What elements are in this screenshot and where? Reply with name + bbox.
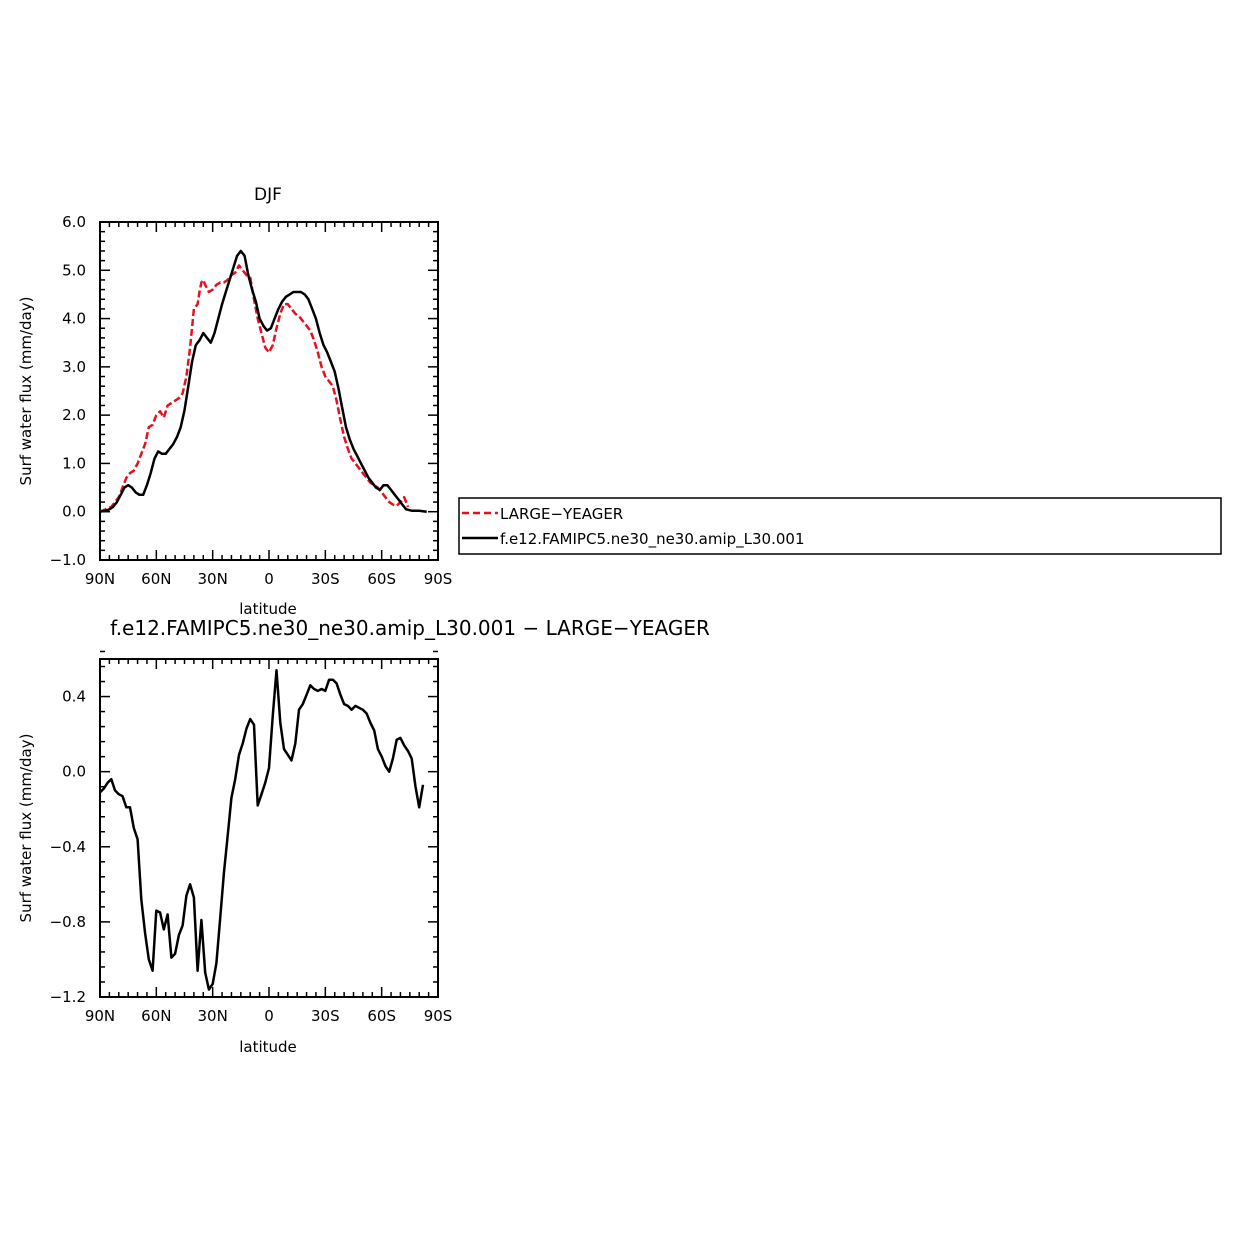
x-tick-label: 90S (424, 1007, 453, 1025)
x-tick-label: 60S (367, 570, 396, 588)
series-line-0 (99, 264, 410, 513)
x-tick-label: 30S (311, 1007, 340, 1025)
y-tick-label: 0.0 (62, 763, 86, 781)
x-tick-labels: 90N 60N 30N 0 30S 60S 90S (85, 570, 452, 588)
y-tick-label: −0.4 (50, 838, 86, 856)
y-tick-label: 4.0 (62, 310, 86, 328)
djf-panel: DJF Surf water flux (mm/day) latitude 90… (17, 185, 452, 618)
x-tick-label: 60S (367, 1007, 396, 1025)
series-line-0 (99, 669, 425, 991)
y-tick-label: −1.2 (50, 988, 86, 1006)
legend-label-large-yeager: LARGE−YEAGER (500, 505, 623, 523)
x-tick-labels: 90N 60N 30N 0 30S 60S 90S (85, 1007, 452, 1025)
legend-label-model: f.e12.FAMIPC5.ne30_ne30.amip_L30.001 (500, 530, 805, 549)
legend: LARGE−YEAGER f.e12.FAMIPC5.ne30_ne30.ami… (458, 497, 1222, 555)
x-tick-label: 90N (85, 1007, 115, 1025)
y-tick-label: −0.8 (50, 913, 86, 931)
x-tick-label: 0 (264, 1007, 274, 1025)
legend-box (458, 497, 1222, 555)
series-line-1 (99, 249, 427, 513)
x-tick-label: 30N (198, 1007, 228, 1025)
x-tick-label: 30N (198, 570, 228, 588)
axis-ticks (99, 650, 439, 998)
x-tick-label: 60N (141, 570, 171, 588)
y-tick-label: −1.0 (50, 551, 86, 569)
y-axis-label: Surf water flux (mm/day) (17, 297, 35, 486)
axis-ticks (99, 221, 439, 561)
x-tick-label: 60N (141, 1007, 171, 1025)
x-axis-label: latitude (239, 600, 297, 618)
y-tick-label: 5.0 (62, 261, 86, 279)
x-axis-label: latitude (239, 1038, 297, 1056)
y-tick-labels: −1.2 −0.8 −0.4 0.0 0.4 (50, 688, 86, 1006)
x-tick-label: 90N (85, 570, 115, 588)
y-tick-labels: −1.0 0.0 1.0 2.0 3.0 4.0 5.0 6.0 (50, 213, 86, 569)
y-tick-label: 0.4 (62, 688, 86, 706)
x-tick-label: 30S (311, 570, 340, 588)
x-tick-label: 90S (424, 570, 453, 588)
plot-frame (99, 658, 439, 998)
y-tick-label: 3.0 (62, 358, 86, 376)
y-axis-label: Surf water flux (mm/day) (17, 734, 35, 923)
series-lines (99, 249, 427, 513)
x-tick-label: 0 (264, 570, 274, 588)
series-lines (99, 669, 425, 991)
chart-title: f.e12.FAMIPC5.ne30_ne30.amip_L30.001 − L… (110, 616, 710, 640)
y-tick-label: 2.0 (62, 406, 86, 424)
y-tick-label: 6.0 (62, 213, 86, 231)
plot-frame (99, 221, 439, 561)
difference-panel: f.e12.FAMIPC5.ne30_ne30.amip_L30.001 − L… (17, 616, 710, 1056)
chart-title: DJF (254, 185, 282, 205)
y-tick-label: 0.0 (62, 503, 86, 521)
y-tick-label: 1.0 (62, 454, 86, 472)
